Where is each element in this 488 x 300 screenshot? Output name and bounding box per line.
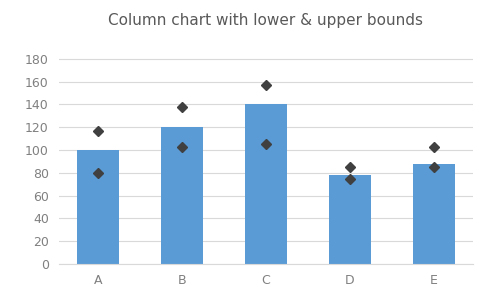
Bar [329,175,371,264]
Bar [245,104,287,264]
Bar [161,127,203,264]
Bar [78,150,119,264]
Title: Column chart with lower & upper bounds: Column chart with lower & upper bounds [108,13,424,28]
Bar [413,164,454,264]
